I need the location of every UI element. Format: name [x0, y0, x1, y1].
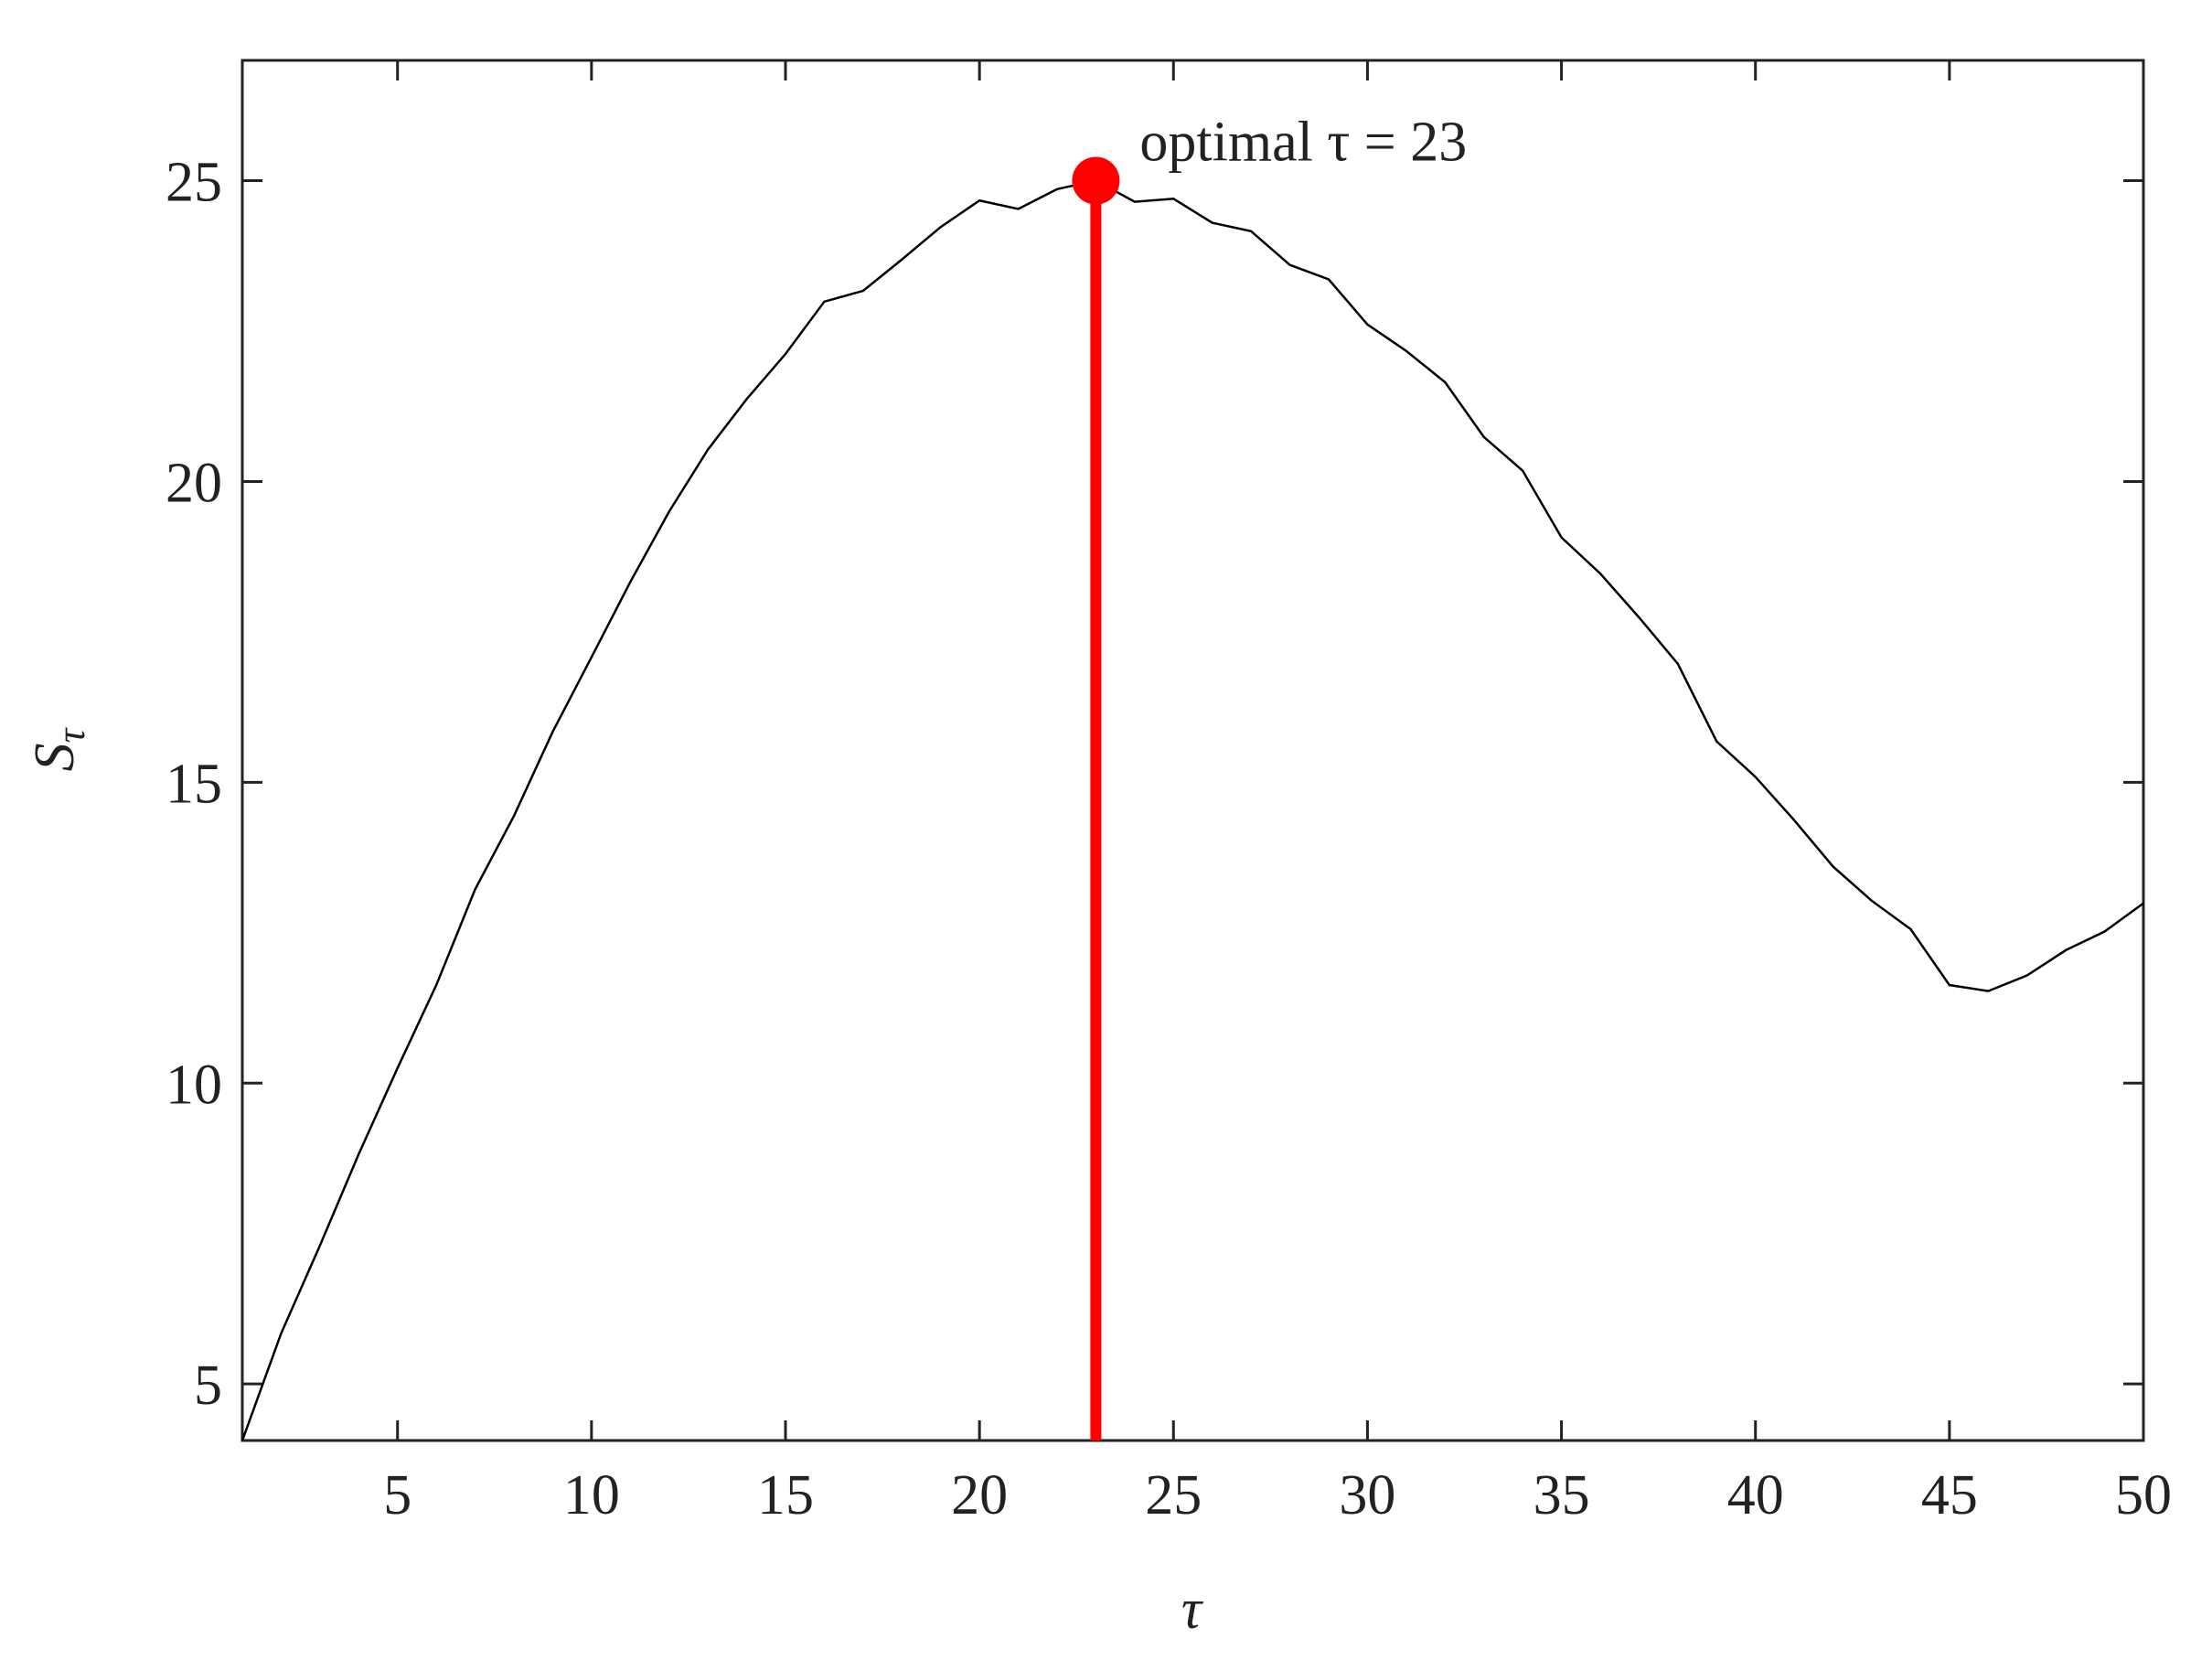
y-tick-label: 20: [166, 452, 222, 514]
y-axis-label-sub: τ: [48, 726, 93, 743]
x-tick-label: 45: [1921, 1464, 1978, 1526]
y-axis-label: Sτ: [24, 726, 93, 771]
optimal-marker: [1072, 156, 1120, 205]
x-tick-label: 30: [1339, 1464, 1395, 1526]
x-tick-label: 10: [563, 1464, 620, 1526]
x-tick-label: 35: [1533, 1464, 1590, 1526]
x-axis-label: τ: [1181, 1579, 1204, 1641]
y-tick-label: 25: [166, 152, 222, 214]
x-tick-label: 15: [757, 1464, 814, 1526]
y-axis-label-group: Sτ: [24, 726, 93, 771]
y-tick-label: 5: [194, 1355, 222, 1417]
x-tick-label: 5: [383, 1464, 411, 1526]
optimal-annotation: optimal τ = 23: [1139, 112, 1467, 174]
x-tick-label: 40: [1727, 1464, 1784, 1526]
y-tick-label: 10: [166, 1054, 222, 1116]
y-axis-label-main: S: [24, 743, 86, 771]
x-tick-label: 25: [1145, 1464, 1202, 1526]
plot-frame: [240, 59, 2145, 1442]
x-tick-label: 20: [951, 1464, 1008, 1526]
x-tick-label: 50: [2115, 1464, 2172, 1526]
y-tick-label: 15: [166, 753, 222, 815]
data-line: [240, 179, 2144, 1441]
